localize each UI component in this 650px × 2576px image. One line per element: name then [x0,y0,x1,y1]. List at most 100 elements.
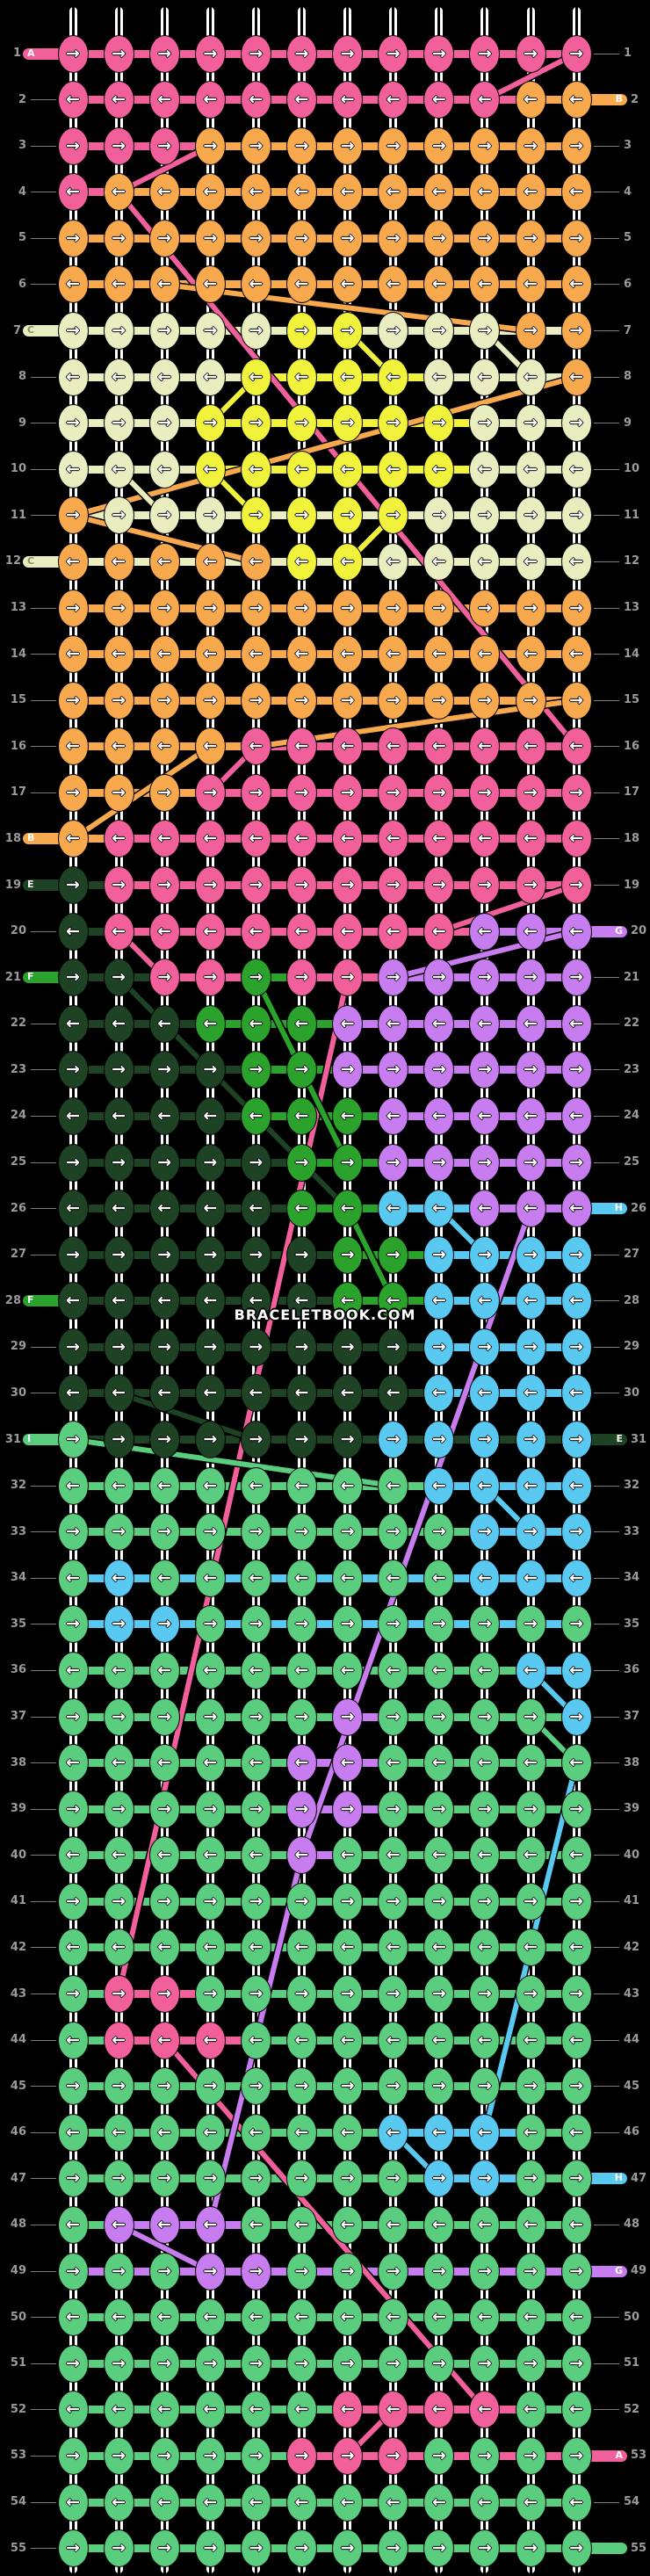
warp-string[interactable] [114,347,123,361]
knot[interactable]: → [194,1882,226,1921]
row-string[interactable] [497,1712,517,1721]
knot[interactable]: → [57,2160,89,2198]
warp-string[interactable] [480,2519,489,2532]
row-string[interactable] [451,511,472,520]
knot[interactable]: ← [515,1651,546,1690]
warp-string[interactable] [526,1964,535,1978]
knot[interactable]: ← [286,81,317,119]
warp-string[interactable] [435,1317,444,1331]
row-string[interactable] [314,1205,335,1213]
row-string[interactable] [406,2267,426,2276]
row-string[interactable] [269,1574,289,1582]
row-number-right[interactable]: 31 [631,1432,647,1446]
knot[interactable]: → [469,1051,501,1089]
warp-string[interactable] [343,2472,352,2486]
row-string[interactable] [86,1111,106,1120]
row-string[interactable] [223,1342,243,1351]
row-string[interactable] [451,1019,472,1028]
warp-string[interactable] [572,2426,581,2440]
knot[interactable]: → [240,2529,271,2568]
row-string[interactable] [497,1481,517,1490]
knot[interactable]: → [378,127,409,165]
knot[interactable]: → [378,2252,409,2290]
row-number-line-right[interactable] [594,1577,619,1579]
knot[interactable]: ← [103,1190,134,1228]
knot[interactable]: ← [423,2113,455,2152]
row-number-right[interactable]: 34 [624,1571,640,1585]
warp-string[interactable] [480,208,489,222]
row-string[interactable] [86,2359,106,2368]
row-string[interactable] [177,49,198,58]
warp-string[interactable] [206,532,214,546]
warp-string[interactable] [526,1826,535,1839]
warp-string[interactable] [114,1779,123,1793]
knot[interactable]: ← [240,265,271,304]
warp-string[interactable] [480,2010,489,2024]
warp-string[interactable] [114,1733,123,1747]
row-string[interactable] [544,2359,564,2368]
warp-string[interactable] [389,2380,398,2393]
warp-string[interactable] [526,116,535,130]
row-string[interactable] [360,234,380,242]
warp-string[interactable] [114,2380,123,2393]
warp-string[interactable] [389,1179,398,1192]
warp-string[interactable] [343,532,352,546]
row-string[interactable] [360,373,380,381]
warp-string[interactable] [298,994,306,1008]
row-string[interactable] [314,1436,335,1444]
row-string[interactable] [132,650,152,659]
row-string[interactable] [497,419,517,428]
row-string[interactable] [497,2174,517,2183]
row-string[interactable] [544,788,564,797]
knot[interactable]: → [57,34,89,73]
string-label[interactable]: F [23,1294,60,1307]
knot[interactable]: → [332,127,364,165]
row-string[interactable] [314,465,335,474]
row-number-line-right[interactable] [594,607,619,609]
knot[interactable]: → [423,866,455,905]
knot[interactable]: → [515,959,546,997]
warp-string[interactable] [435,1595,444,1608]
warp-string[interactable] [526,901,535,915]
knot[interactable]: ← [57,81,89,119]
knot[interactable]: → [148,681,180,720]
warp-string[interactable] [251,1132,260,1147]
row-string[interactable] [451,2313,472,2322]
knot[interactable]: ← [378,1928,409,1967]
knot[interactable]: → [194,2436,226,2475]
warp-string[interactable] [572,1640,581,1654]
knot[interactable]: → [378,1143,409,1182]
row-string[interactable] [360,465,380,474]
warp-string[interactable] [389,394,398,407]
warp-string[interactable] [206,1733,214,1747]
row-number-right[interactable]: 32 [624,1479,640,1493]
warp-string[interactable] [69,1687,77,1701]
warp-string[interactable] [480,300,489,315]
knot[interactable]: → [103,589,134,627]
knot[interactable]: → [286,2160,317,2198]
row-string[interactable] [86,604,106,612]
row-number-left[interactable]: 23 [10,1062,26,1076]
row-string[interactable] [132,511,152,520]
warp-string[interactable] [572,1826,581,1839]
row-string[interactable] [451,1851,472,1860]
string-end-top[interactable] [435,7,444,39]
row-number-line-left[interactable] [31,2548,56,2550]
warp-string[interactable] [435,2241,444,2255]
warp-string[interactable] [206,1364,214,1377]
knot[interactable]: → [560,2529,592,2568]
row-string[interactable] [86,1297,106,1306]
warp-string[interactable] [389,70,398,83]
warp-string[interactable] [69,901,77,915]
knot[interactable]: ← [240,1836,271,1875]
row-string[interactable] [177,373,198,381]
knot[interactable]: → [560,1235,592,1274]
warp-string[interactable] [206,901,214,915]
knot[interactable]: ← [515,1190,546,1228]
knot[interactable]: → [148,1697,180,1736]
knot[interactable]: ← [194,1190,226,1228]
row-string[interactable] [177,2267,198,2276]
knot[interactable]: ← [57,450,89,488]
row-string[interactable] [269,1528,289,1537]
row-string[interactable] [544,96,564,105]
